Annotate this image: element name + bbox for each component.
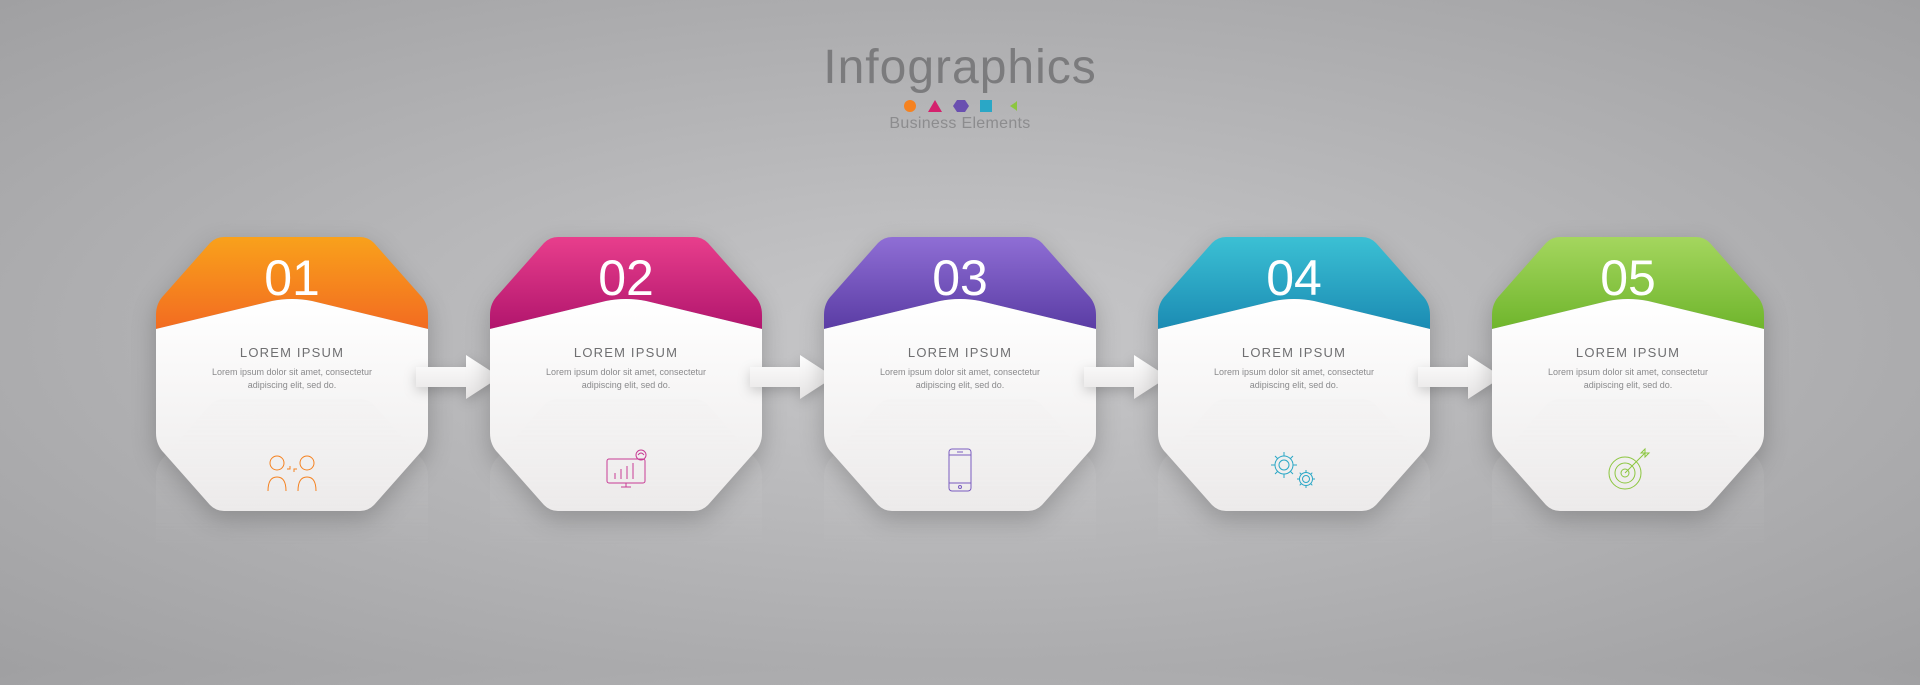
- step-body: Lorem ipsum dolor sit amet, consectetur …: [1528, 366, 1728, 392]
- step-title: LOREM IPSUM: [526, 345, 726, 360]
- step-content: LOREM IPSUM Lorem ipsum dolor sit amet, c…: [1158, 345, 1430, 392]
- smartphone-icon: [824, 447, 1096, 493]
- step-body: Lorem ipsum dolor sit amet, consectetur …: [1194, 366, 1394, 392]
- arrow-connector: [1084, 355, 1168, 399]
- pac-icon: [1003, 99, 1017, 113]
- step-title: LOREM IPSUM: [860, 345, 1060, 360]
- circle-icon: [903, 99, 917, 113]
- step-01: 01 LOREM IPSUM Lorem ipsum dolor sit amet,…: [156, 225, 428, 525]
- step-content: LOREM IPSUM Lorem ipsum dolor sit amet, c…: [1492, 345, 1764, 392]
- step-content: LOREM IPSUM Lorem ipsum dolor sit amet, c…: [490, 345, 762, 392]
- step-title: LOREM IPSUM: [192, 345, 392, 360]
- step-title: LOREM IPSUM: [1528, 345, 1728, 360]
- step-02: 02 LOREM IPSUM Lorem ipsum dolor sit amet,…: [490, 225, 762, 525]
- arrow-connector: [750, 355, 834, 399]
- step-title: LOREM IPSUM: [1194, 345, 1394, 360]
- monitor-chart-icon: [490, 449, 762, 493]
- hexagon-icon: [953, 99, 969, 113]
- step-number: 05: [1492, 249, 1764, 307]
- step-body: Lorem ipsum dolor sit amet, consectetur …: [192, 366, 392, 392]
- step-number: 03: [824, 249, 1096, 307]
- people-icon: [156, 451, 428, 493]
- arrow-connector: [416, 355, 500, 399]
- triangle-icon: [927, 99, 943, 113]
- step-number: 02: [490, 249, 762, 307]
- step-body: Lorem ipsum dolor sit amet, consectetur …: [860, 366, 1060, 392]
- step-03: 03 LOREM IPSUM Lorem ipsum dolor sit amet,…: [824, 225, 1096, 525]
- arrow-connector: [1418, 355, 1502, 399]
- step-body: Lorem ipsum dolor sit amet, consectetur …: [526, 366, 726, 392]
- target-icon: [1492, 447, 1764, 493]
- page-title: Infographics: [0, 40, 1920, 95]
- header: Infographics Business Elements: [0, 0, 1920, 133]
- square-icon: [979, 99, 993, 113]
- step-number: 04: [1158, 249, 1430, 307]
- step-content: LOREM IPSUM Lorem ipsum dolor sit amet, c…: [824, 345, 1096, 392]
- gears-icon: [1158, 449, 1430, 493]
- steps-row: 01 LOREM IPSUM Lorem ipsum dolor sit amet,…: [0, 225, 1920, 525]
- step-content: LOREM IPSUM Lorem ipsum dolor sit amet, c…: [156, 345, 428, 392]
- step-05: 05 LOREM IPSUM Lorem ipsum dolor sit amet,…: [1492, 225, 1764, 525]
- page-subtitle: Business Elements: [0, 115, 1920, 133]
- step-number: 01: [156, 249, 428, 307]
- shape-legend: [0, 99, 1920, 113]
- step-04: 04 LOREM IPSUM Lorem ipsum dolor sit amet,…: [1158, 225, 1430, 525]
